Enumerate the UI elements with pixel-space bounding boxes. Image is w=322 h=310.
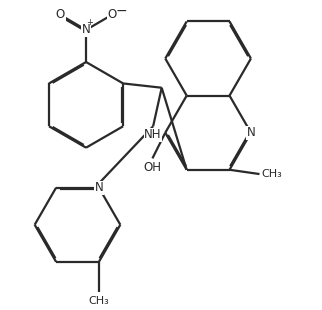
- Text: N: N: [95, 181, 103, 194]
- Text: N: N: [247, 126, 255, 139]
- Text: O: O: [107, 8, 116, 21]
- Text: N: N: [82, 24, 90, 36]
- Text: O: O: [56, 8, 65, 21]
- Text: +: +: [86, 18, 93, 27]
- Text: OH: OH: [143, 161, 161, 174]
- Text: CH₃: CH₃: [261, 169, 282, 179]
- Text: NH: NH: [144, 128, 162, 141]
- Text: −: −: [115, 4, 127, 18]
- Text: CH₃: CH₃: [89, 296, 109, 306]
